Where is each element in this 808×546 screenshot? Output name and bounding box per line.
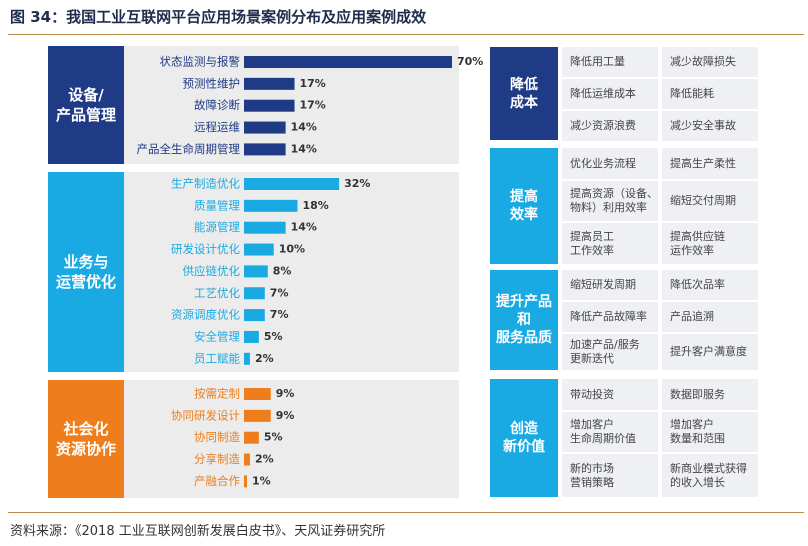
benefit-cell: 提高员工 工作效率 (562, 223, 658, 264)
value-label: 17% (300, 77, 326, 90)
benefit-cell: 缩短研发周期 (562, 270, 658, 300)
category-label: 员工赋能 (194, 351, 240, 365)
category-label: 协同制造 (194, 430, 240, 444)
benefit-cell: 提高生产柔性 (662, 148, 758, 179)
bar (244, 431, 259, 444)
benefit-cell: 降低用工量 (562, 47, 658, 77)
bar (244, 56, 452, 68)
value-label: 9% (276, 409, 295, 422)
benefit-cell: 提升客户满意度 (662, 334, 758, 370)
value-label: 18% (302, 199, 328, 212)
category-label: 质量管理 (194, 198, 240, 212)
benefit-cell: 优化业务流程 (562, 148, 658, 179)
category-label: 供应链优化 (183, 264, 241, 278)
bar (244, 409, 271, 422)
category-label: 产融合作 (194, 474, 240, 488)
bar (244, 143, 286, 156)
category-label: 资源调度优化 (171, 308, 240, 322)
benefit-cell: 降低运维成本 (562, 79, 658, 109)
bar (244, 330, 259, 343)
value-label: 70% (457, 55, 483, 68)
value-label: 14% (291, 121, 317, 134)
value-label: 14% (291, 142, 317, 155)
value-label: 9% (276, 387, 295, 400)
category-label: 协同研发设计 (171, 408, 240, 422)
benefit-category-improve-efficiency: 提高 效率 (490, 148, 558, 264)
benefit-cell: 加速产品/服务 更新迭代 (562, 334, 658, 370)
category-label: 故障诊断 (194, 98, 240, 112)
bar (244, 199, 298, 212)
bar (244, 453, 250, 466)
benefit-cell: 新商业模式获得 的收入增长 (662, 454, 758, 497)
benefit-cell: 增加客户 数量和范围 (662, 412, 758, 452)
benefit-cell: 带动投资 (562, 379, 658, 410)
bar (244, 221, 286, 234)
bar (244, 475, 247, 488)
benefit-cell: 降低次品率 (662, 270, 758, 300)
group-label-business-operation: 业务与 运营优化 (48, 172, 124, 372)
figure-title: 图 34：我国工业互联网平台应用场景案例分布及应用案例成效 (10, 8, 427, 26)
category-label: 状态监测与报警 (160, 55, 241, 69)
bar (244, 99, 295, 112)
category-label: 产品全生命周期管理 (137, 142, 241, 156)
bar (244, 121, 286, 134)
benefit-cell: 提高供应链 运作效率 (662, 223, 758, 264)
value-label: 5% (264, 431, 283, 444)
bar (244, 77, 295, 90)
value-label: 32% (344, 177, 370, 190)
benefit-cell: 降低产品故障率 (562, 302, 658, 332)
value-label: 2% (255, 352, 274, 365)
value-label: 1% (252, 474, 271, 487)
benefit-cell: 减少安全事故 (662, 111, 758, 141)
benefit-cell: 减少故障损失 (662, 47, 758, 77)
benefit-cell: 增加客户 生命周期价值 (562, 412, 658, 452)
bottom-divider (8, 512, 804, 513)
category-label: 按需定制 (194, 387, 240, 401)
bar (244, 287, 265, 300)
category-label: 工艺优化 (194, 286, 240, 300)
bar (244, 178, 340, 190)
category-label: 远程运维 (194, 120, 240, 134)
category-label: 安全管理 (194, 329, 240, 343)
category-label: 预测性维护 (183, 76, 241, 90)
benefit-cell: 数据即服务 (662, 379, 758, 410)
benefit-cell: 减少资源浪费 (562, 111, 658, 141)
group-label-social-resource: 社会化 资源协作 (48, 380, 124, 498)
benefit-cell: 降低能耗 (662, 79, 758, 109)
bar (244, 309, 265, 322)
category-label: 分享制造 (194, 452, 240, 466)
bar (244, 388, 271, 400)
benefit-cell: 产品追溯 (662, 302, 758, 332)
bar (244, 352, 250, 365)
value-label: 5% (264, 330, 283, 343)
bar (244, 243, 274, 256)
value-label: 17% (300, 99, 326, 112)
value-label: 8% (273, 264, 292, 277)
benefit-category-product-service-quality: 提升产品和服务品质 (490, 270, 558, 370)
benefit-category-create-value: 创造 新价值 (490, 379, 558, 497)
value-label: 7% (270, 286, 289, 299)
category-label: 能源管理 (194, 220, 240, 234)
top-divider (8, 34, 804, 35)
category-label: 研发设计优化 (171, 242, 240, 256)
benefit-category-reduce-cost: 降低 成本 (490, 47, 558, 140)
value-label: 10% (279, 243, 305, 256)
value-label: 7% (270, 308, 289, 321)
category-label: 生产制造优化 (171, 177, 240, 191)
value-label: 14% (291, 221, 317, 234)
group-panel-3 (124, 380, 459, 498)
benefit-cell: 提高资源（设备、 物料）利用效率 (562, 181, 658, 221)
value-label: 2% (255, 453, 274, 466)
group-label-device-product: 设备/产品管理 (48, 46, 124, 164)
source-note: 资料来源：《2018 工业互联网创新发展白皮书》、天风证券研究所 (10, 524, 386, 539)
benefit-cell: 缩短交付周期 (662, 181, 758, 221)
benefit-cell: 新的市场 营销策略 (562, 454, 658, 497)
bar (244, 265, 268, 278)
